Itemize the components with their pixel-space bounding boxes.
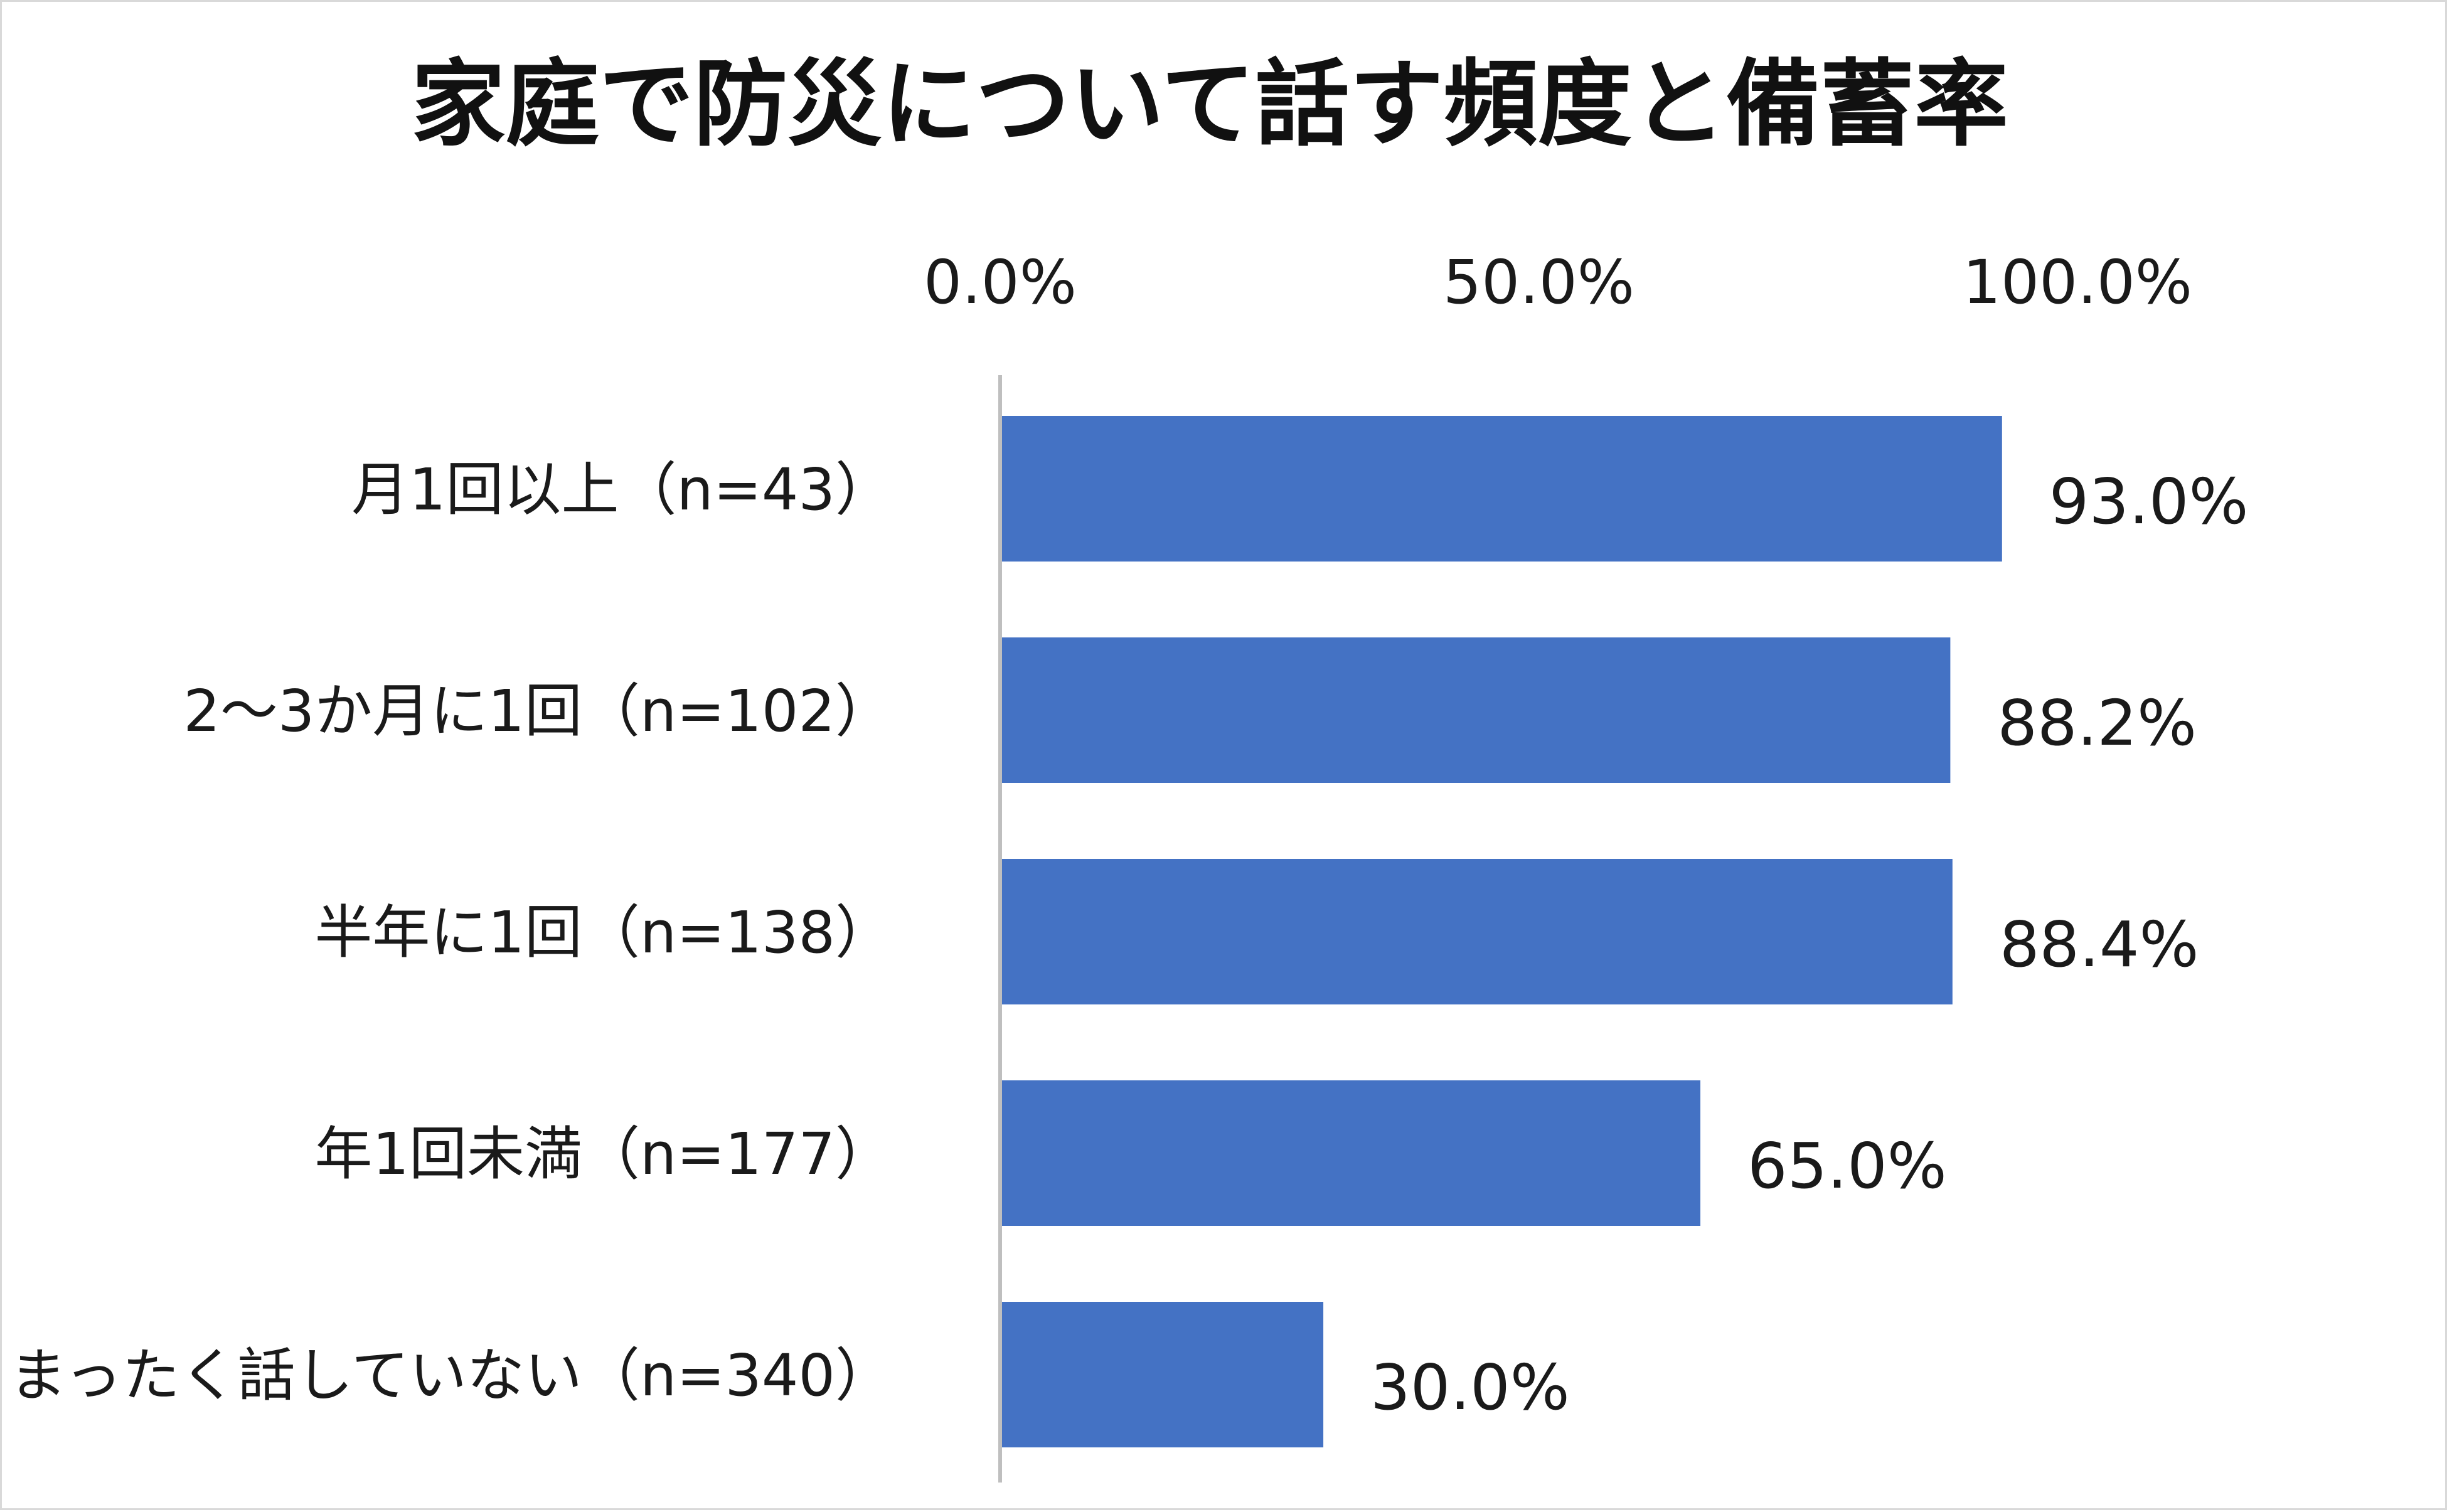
category-label: 2～3か月に1回（n=102）	[183, 678, 893, 745]
value-label: 65.0%	[1747, 1129, 1947, 1203]
x-tick-label: 50.0%	[1443, 247, 1634, 317]
value-labels: 93.0% 88.2% 88.4% 65.0% 30.0%	[1370, 465, 2248, 1424]
x-axis-ticks: 0.0% 50.0% 100.0%	[924, 247, 2192, 317]
value-label: 88.2%	[1997, 686, 2197, 760]
value-label: 88.4%	[2000, 908, 2199, 981]
category-label: 半年に1回（n=138）	[314, 899, 893, 966]
chart-title: 家庭で防災について話す頻度と備蓄率	[411, 50, 2008, 159]
value-label: 30.0%	[1370, 1351, 1570, 1424]
bar	[1000, 1080, 1701, 1226]
category-label: まったく話していない（n=340）	[9, 1342, 893, 1409]
bar	[1000, 416, 2002, 562]
category-label: 年1回未満（n=177）	[314, 1121, 893, 1188]
category-label: 月1回以上（n=43）	[351, 456, 893, 523]
bars	[1000, 416, 2002, 1447]
bar	[1000, 1302, 1324, 1447]
value-label: 93.0%	[2049, 465, 2249, 538]
bar	[1000, 859, 1953, 1004]
x-tick-label: 0.0%	[924, 247, 1077, 317]
category-labels: 月1回以上（n=43） 2～3か月に1回（n=102） 半年に1回（n=138） 年1…	[9, 456, 893, 1409]
bar	[1000, 637, 1951, 783]
x-tick-label: 100.0%	[1963, 247, 2192, 317]
